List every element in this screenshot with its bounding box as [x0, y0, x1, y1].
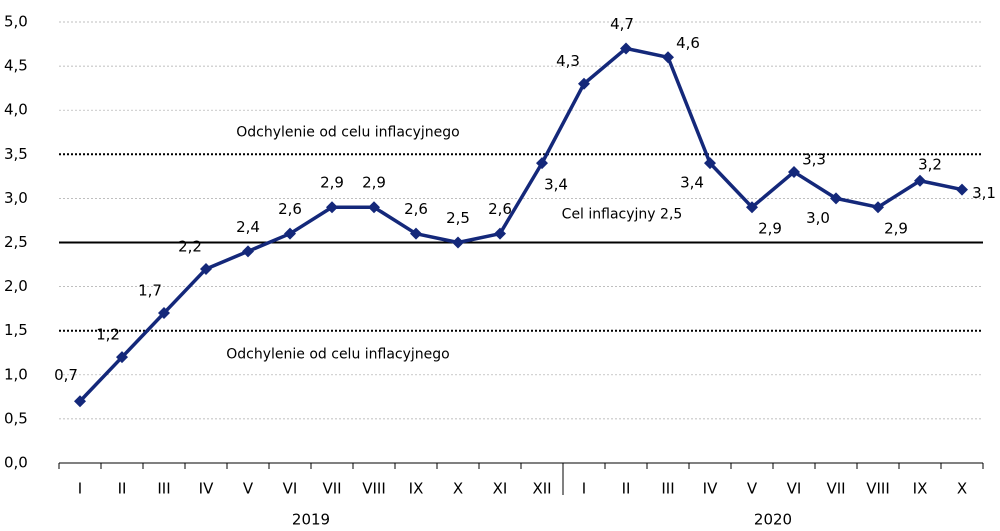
marker — [200, 262, 212, 275]
marker — [578, 77, 590, 90]
y-tick-label: 4,0 — [4, 101, 28, 119]
x-tick-label: IV — [199, 480, 214, 498]
marker — [158, 307, 170, 320]
reference-label: Odchylenie od celu inflacyjnego — [226, 347, 450, 363]
marker — [74, 395, 86, 408]
value-label: 3,2 — [918, 155, 942, 173]
reference-label: Cel inflacyjny 2,5 — [562, 207, 683, 223]
marker — [914, 174, 926, 187]
x-tick-label: VII — [322, 480, 341, 498]
marker — [662, 51, 674, 64]
y-tick-label: 1,5 — [4, 321, 28, 339]
value-label: 1,2 — [96, 326, 120, 344]
marker — [410, 227, 422, 240]
value-label: 3,0 — [806, 209, 830, 227]
x-tick-label: II — [118, 480, 127, 498]
value-label: 4,7 — [610, 15, 634, 33]
value-label: 3,4 — [544, 176, 568, 194]
value-label: 3,1 — [972, 184, 996, 202]
x-group-label: 2019 — [292, 511, 330, 529]
x-group-label: 2020 — [754, 511, 792, 529]
x-tick-label: III — [661, 480, 674, 498]
y-tick-label: 4,5 — [4, 57, 28, 75]
value-label: 1,7 — [138, 282, 162, 300]
marker — [704, 157, 716, 170]
marker — [788, 165, 800, 178]
x-tick-label: II — [622, 480, 631, 498]
value-label: 2,6 — [488, 200, 512, 218]
marker — [326, 201, 338, 214]
x-tick-label: XI — [493, 480, 508, 498]
value-label: 2,9 — [758, 220, 782, 238]
y-tick-label: 1,0 — [4, 365, 28, 383]
value-label: 2,9 — [362, 174, 386, 192]
y-tick-label: 0,5 — [4, 409, 28, 427]
x-tick-label: III — [157, 480, 170, 498]
value-label: 2,4 — [236, 218, 260, 236]
x-tick-label: VI — [283, 480, 298, 498]
marker — [116, 351, 128, 364]
value-label: 3,4 — [680, 174, 704, 192]
series-line — [78, 46, 963, 403]
marker — [830, 192, 842, 205]
marker — [620, 42, 632, 55]
marker — [956, 183, 968, 196]
value-label: 2,9 — [320, 174, 344, 192]
value-label: 2,6 — [278, 200, 302, 218]
value-label: 2,6 — [404, 200, 428, 218]
y-tick-label: 0,0 — [4, 454, 28, 472]
y-tick-label: 2,0 — [4, 277, 28, 295]
marker — [536, 157, 548, 170]
reference-label: Odchylenie od celu inflacyjnego — [236, 124, 460, 140]
y-tick-label: 3,5 — [4, 145, 28, 163]
x-tick-label: VI — [787, 480, 802, 498]
x-tick-label: IV — [703, 480, 718, 498]
x-tick-label: VIII — [866, 480, 890, 498]
marker — [368, 201, 380, 214]
value-label: 4,3 — [556, 52, 580, 70]
marker — [746, 201, 758, 214]
x-tick-label: VII — [826, 480, 845, 498]
marker — [452, 236, 464, 249]
x-tick-label: X — [957, 480, 967, 498]
x-tick-label: VIII — [362, 480, 386, 498]
x-tick-label: X — [453, 480, 463, 498]
x-tick-label: I — [582, 480, 586, 498]
y-tick-label: 5,0 — [4, 13, 28, 31]
y-tick-label: 2,5 — [4, 233, 28, 251]
x-tick-label: IX — [409, 480, 424, 498]
x-tick-label: V — [747, 480, 758, 498]
marker — [242, 245, 254, 258]
x-tick-label: IX — [913, 480, 928, 498]
value-label: 3,3 — [802, 150, 826, 168]
x-tick-label: V — [243, 480, 254, 498]
x-tick-label: I — [78, 480, 82, 498]
value-label: 2,2 — [178, 237, 202, 255]
marker — [494, 227, 506, 240]
value-label: 0,7 — [54, 366, 78, 384]
y-tick-label: 3,0 — [4, 189, 28, 207]
value-label: 4,6 — [676, 34, 700, 52]
x-tick-label: XII — [532, 480, 551, 498]
value-label: 2,9 — [884, 220, 908, 238]
marker — [284, 227, 296, 240]
value-label: 2,5 — [446, 209, 470, 227]
marker — [872, 201, 884, 214]
